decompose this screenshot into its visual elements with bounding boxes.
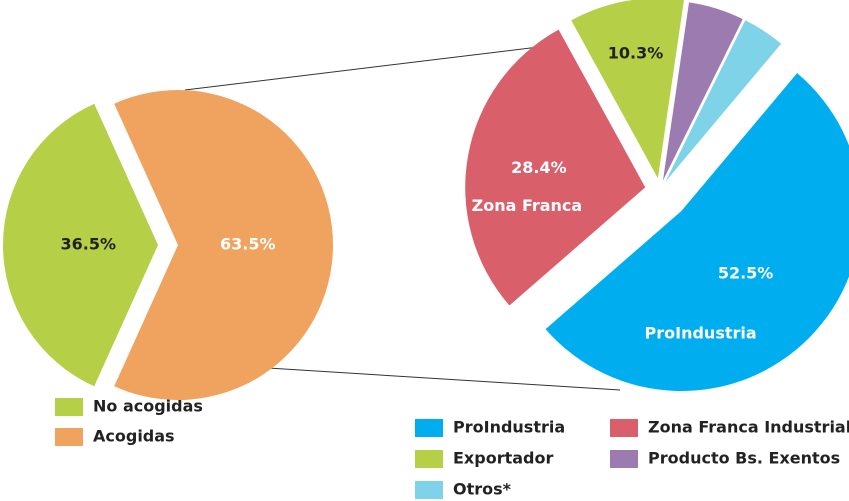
- legend-swatch: [415, 481, 443, 499]
- pie-slice: [2, 103, 158, 387]
- value-label: 52.5%: [718, 264, 774, 283]
- legend-swatch: [55, 428, 83, 446]
- pie-slice: [114, 90, 333, 401]
- value-label: 36.5%: [60, 235, 116, 254]
- pie-slice: [545, 73, 849, 392]
- legend-label: ProIndustria: [453, 418, 565, 437]
- legend-label: Exportador: [453, 449, 553, 468]
- pie-slice: [665, 20, 782, 182]
- value-label: 63.5%: [220, 235, 276, 254]
- legend-swatch: [610, 419, 638, 437]
- legend-label: Otros*: [453, 480, 512, 499]
- slice-label: Zona Franca: [472, 196, 583, 215]
- legend-label: Acogidas: [93, 427, 175, 446]
- legend-label: Zona Franca Industrial: [648, 418, 849, 437]
- value-label: 28.4%: [511, 158, 567, 177]
- legend-swatch: [415, 419, 443, 437]
- pie-slice: [571, 0, 684, 179]
- legend-label: Producto Bs. Exentos: [648, 449, 840, 468]
- legend-label: No acogidas: [93, 397, 203, 416]
- legend-swatch: [415, 450, 443, 468]
- pie-slice: [465, 29, 646, 306]
- connector-line: [184, 44, 556, 91]
- value-label: 10.3%: [608, 44, 664, 63]
- pie-slice: [662, 2, 743, 181]
- legend-swatch: [610, 450, 638, 468]
- legend-swatch: [55, 398, 83, 416]
- slice-label: ProIndustria: [645, 324, 757, 343]
- connector-line: [234, 365, 621, 391]
